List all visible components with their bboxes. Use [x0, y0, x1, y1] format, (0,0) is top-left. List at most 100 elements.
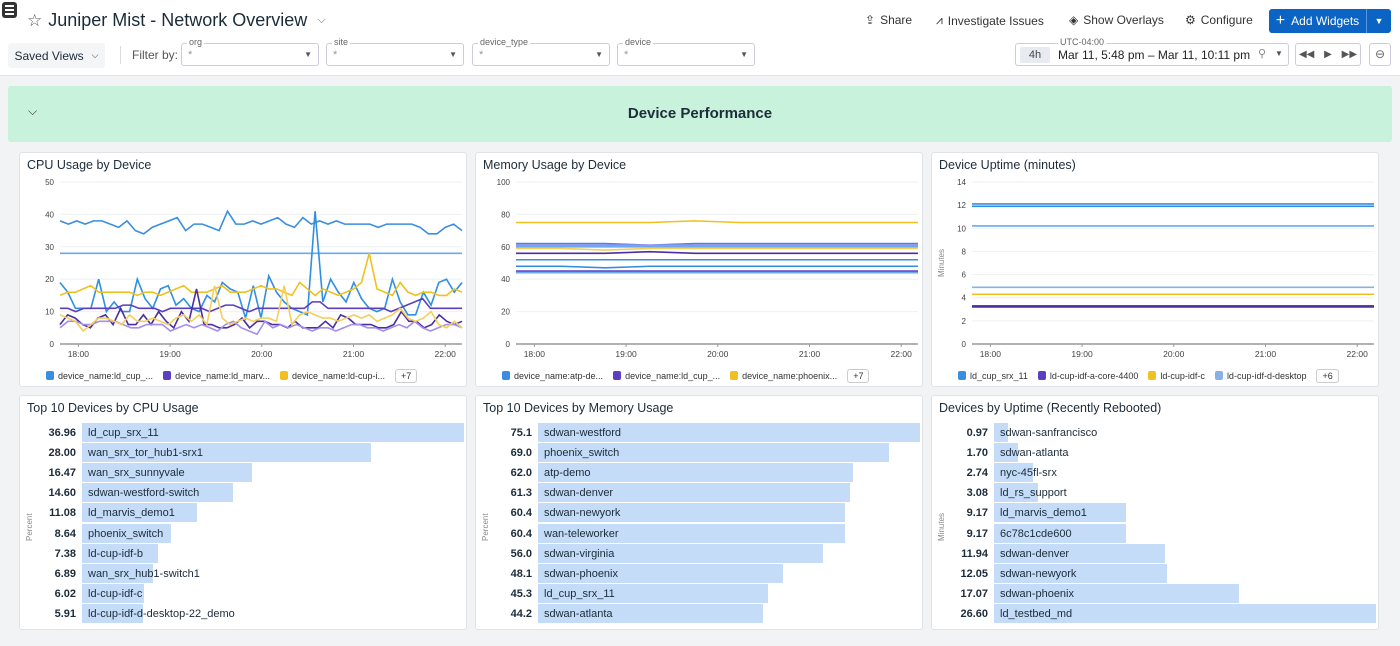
bar-row[interactable]: 1.70 sdwan-atlanta — [932, 443, 1378, 463]
bar-row[interactable]: 62.0 atp-demo — [476, 463, 922, 483]
bar-label: sdwan-phoenix — [544, 567, 618, 580]
legend-more-button[interactable]: +7 — [395, 369, 418, 383]
playback-controls: ◀◀ ▶ ▶▶ — [1295, 43, 1361, 66]
bar-row[interactable]: 6.89 wan_srx_hub1-switch1 — [20, 563, 466, 584]
bar-value: 60.4 — [510, 527, 532, 540]
chevron-down-icon[interactable]: ⌵ — [317, 14, 326, 26]
bar — [82, 483, 233, 503]
legend-item[interactable]: device_name:phoenix... — [730, 371, 837, 381]
bar-row[interactable]: 56.0 sdwan-virginia — [476, 543, 922, 564]
dashboard-title[interactable]: ☆ Juniper Mist - Network Overview ⌵ — [27, 10, 326, 31]
saved-views-button[interactable]: Saved Views ⌵ — [8, 43, 105, 68]
add-widgets-dropdown[interactable]: ▼ — [1374, 16, 1384, 26]
zoom-out-icon: ⊖ — [1374, 47, 1386, 61]
bar-row[interactable]: 69.0 phoenix_switch — [476, 443, 922, 463]
filter-device[interactable]: device * ▼ — [617, 37, 755, 66]
series-line[interactable] — [59, 285, 463, 333]
legend-label: ld_cup_srx_11 — [970, 371, 1028, 381]
series-line[interactable] — [59, 253, 463, 297]
legend-item[interactable]: device_name:atp-de... — [502, 371, 603, 381]
gear-icon: ⚙ — [1185, 13, 1196, 27]
bar-row[interactable]: 61.3 sdwan-denver — [476, 483, 922, 503]
configure-label: Configure — [1200, 13, 1253, 27]
investigate-icon: ⩘ — [936, 13, 943, 27]
bar-row[interactable]: 14.60 sdwan-westford-switch — [20, 483, 466, 503]
bar-row[interactable]: 6.02 ld-cup-idf-c — [20, 583, 466, 604]
investigate-issues-button[interactable]: ⩘ Investigate Issues — [936, 13, 1044, 28]
series-line[interactable] — [59, 320, 463, 336]
legend-more-button[interactable]: +6 — [1316, 369, 1339, 383]
bar — [82, 583, 145, 603]
bar-label: sdwan-newyork — [544, 507, 621, 520]
bar-row[interactable]: 36.96 ld_cup_srx_11 — [20, 423, 466, 443]
bar — [994, 483, 1039, 503]
bar-row[interactable]: 8.64 phoenix_switch — [20, 523, 466, 544]
bar-row[interactable]: 9.17 6c78c1cde600 — [932, 523, 1378, 544]
configure-button[interactable]: ⚙ Configure — [1185, 13, 1253, 27]
series-line[interactable] — [516, 250, 918, 255]
legend-item[interactable]: ld_cup_srx_11 — [958, 371, 1028, 381]
legend-item[interactable]: device_name:ld-cup-i... — [279, 371, 385, 381]
bar-row[interactable]: 5.91 ld-cup-idf-d-desktop-22_demo — [20, 603, 466, 624]
bar-row[interactable]: 0.97 sdwan-sanfrancisco — [932, 423, 1378, 443]
bar-row[interactable]: 75.1 sdwan-westford — [476, 423, 922, 443]
filter-device-type[interactable]: device_type * ▼ — [472, 37, 610, 66]
fast-forward-icon[interactable]: ▶▶ — [1341, 49, 1358, 60]
bar-row[interactable]: 7.38 ld-cup-idf-b — [20, 543, 466, 564]
bar-row[interactable]: 44.2 sdwan-atlanta — [476, 603, 922, 624]
x-tick-label: 21:00 — [799, 349, 821, 359]
dropdown-arrow-icon[interactable]: ▼ — [1275, 49, 1283, 58]
bar — [538, 423, 920, 442]
legend-item[interactable]: ld-cup-idf-c — [1148, 371, 1205, 381]
star-icon[interactable]: ☆ — [27, 10, 43, 30]
series-line[interactable] — [59, 209, 463, 235]
series-line[interactable] — [516, 220, 918, 224]
bar-row[interactable]: 28.00 wan_srx_tor_hub1-srx1 — [20, 443, 466, 463]
legend-item[interactable]: ld-cup-idf-a-core-4400 — [1037, 371, 1138, 381]
top-cpu-chart: Top 10 Devices by CPU Usage Percent 36.96 l… — [19, 395, 467, 630]
legend-item[interactable]: device_name:ld_marv... — [163, 371, 270, 381]
series-line[interactable] — [516, 265, 918, 269]
pin-icon[interactable]: ⚲ — [1258, 48, 1267, 60]
dropdown-arrow-icon: ▼ — [449, 50, 457, 59]
series-line[interactable] — [516, 247, 918, 251]
series-line[interactable] — [59, 211, 463, 322]
bar-label: ld_cup_srx_11 — [88, 427, 159, 439]
y-tick-label: 60 — [501, 243, 510, 252]
series-line[interactable] — [60, 297, 462, 313]
legend-item[interactable]: device_name:ld_cup_... — [46, 371, 153, 381]
legend-more-button[interactable]: +7 — [847, 369, 870, 383]
legend-item[interactable]: device_name:ld_cup_... — [613, 371, 720, 381]
bar-row[interactable]: 11.08 ld_marvis_demo1 — [20, 503, 466, 523]
zoom-out-button[interactable]: ⊖ — [1369, 43, 1391, 66]
collapse-chevron-icon[interactable]: ⌵ — [28, 104, 38, 118]
legend-label: device_name:ld-cup-i... — [291, 371, 385, 381]
show-overlays-button[interactable]: ◈ Show Overlays — [1069, 13, 1164, 27]
play-icon[interactable]: ▶ — [1324, 49, 1332, 60]
bar-row[interactable]: 60.4 sdwan-newyork — [476, 503, 922, 523]
legend-swatch — [46, 371, 54, 380]
filter-org[interactable]: org * ▼ — [181, 37, 319, 66]
bar-row[interactable]: 2.74 nyc-45fl-srx — [932, 463, 1378, 483]
bar-row[interactable]: 11.94 sdwan-denver — [932, 543, 1378, 564]
bar-row[interactable]: 17.07 sdwan-phoenix — [932, 583, 1378, 604]
bar-row[interactable]: 45.3 ld_cup_srx_11 — [476, 583, 922, 604]
series-line[interactable] — [59, 288, 463, 330]
bar-row[interactable]: 16.47 wan_srx_sunnyvale — [20, 463, 466, 483]
menu-icon[interactable] — [2, 2, 17, 18]
bar-row[interactable]: 3.08 ld_rs_support — [932, 483, 1378, 503]
rewind-icon[interactable]: ◀◀ — [1298, 49, 1315, 60]
device-performance-group: ⌵ Device Performance — [8, 86, 1392, 142]
bar-row[interactable]: 12.05 sdwan-newyork — [932, 563, 1378, 584]
series-line[interactable] — [516, 242, 918, 246]
bar-row[interactable]: 9.17 ld_marvis_demo1 — [932, 503, 1378, 523]
add-widgets-button[interactable]: + Add Widgets ▼ — [1269, 9, 1391, 33]
filter-site[interactable]: site * ▼ — [326, 37, 464, 66]
time-range-picker[interactable]: UTC-04:00 4h Mar 11, 5:48 pm – Mar 11, 1… — [1015, 37, 1289, 66]
widget-title: CPU Usage by Device — [27, 158, 152, 172]
legend-item[interactable]: ld-cup-idf-d-desktop — [1214, 371, 1306, 381]
share-button[interactable]: ⇪ Share — [865, 13, 912, 27]
bar-row[interactable]: 60.4 wan-teleworker — [476, 523, 922, 544]
bar-row[interactable]: 48.1 sdwan-phoenix — [476, 563, 922, 584]
bar-row[interactable]: 26.60 ld_testbed_md — [932, 603, 1378, 624]
